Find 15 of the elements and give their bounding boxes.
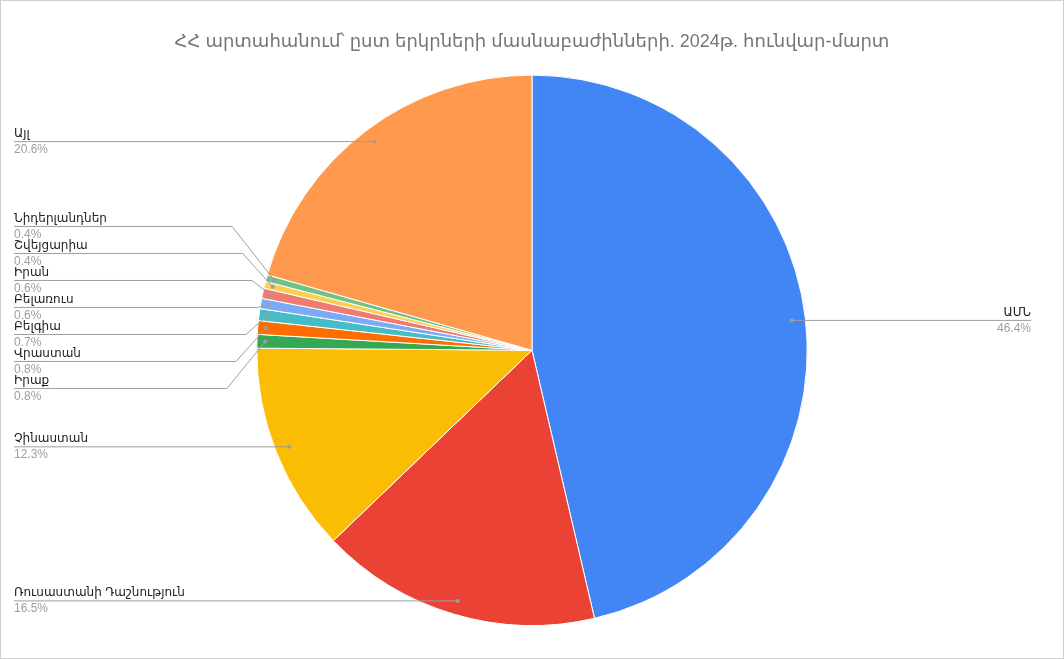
- data-label: 16.5%: [14, 601, 49, 616]
- data-label: 0.8%: [14, 388, 42, 403]
- chart-title: ՀՀ արտահանում՝ ըստ երկրների մասնաբաժինների. 2024թ. հունվար-մարտ: [174, 30, 890, 51]
- slice-label: Բելգիա: [14, 318, 61, 333]
- slice-label: ԱՄՆ: [1003, 304, 1032, 319]
- slice-label: Իրան: [14, 264, 50, 279]
- data-label: 12.3%: [14, 447, 49, 462]
- slice-label: Բելառուս: [14, 291, 74, 306]
- slice-label: Նիդերլանդներ: [14, 210, 107, 225]
- slice-label: Չինաստան: [14, 431, 89, 446]
- slice-label: Շվեյցարիա: [14, 237, 88, 252]
- data-label: 20.6%: [14, 141, 49, 156]
- data-label: 46.4%: [996, 320, 1032, 335]
- slice-label: Ռուսաստանի Դաշնություն: [14, 585, 185, 600]
- slice-label: Այլ: [14, 125, 31, 140]
